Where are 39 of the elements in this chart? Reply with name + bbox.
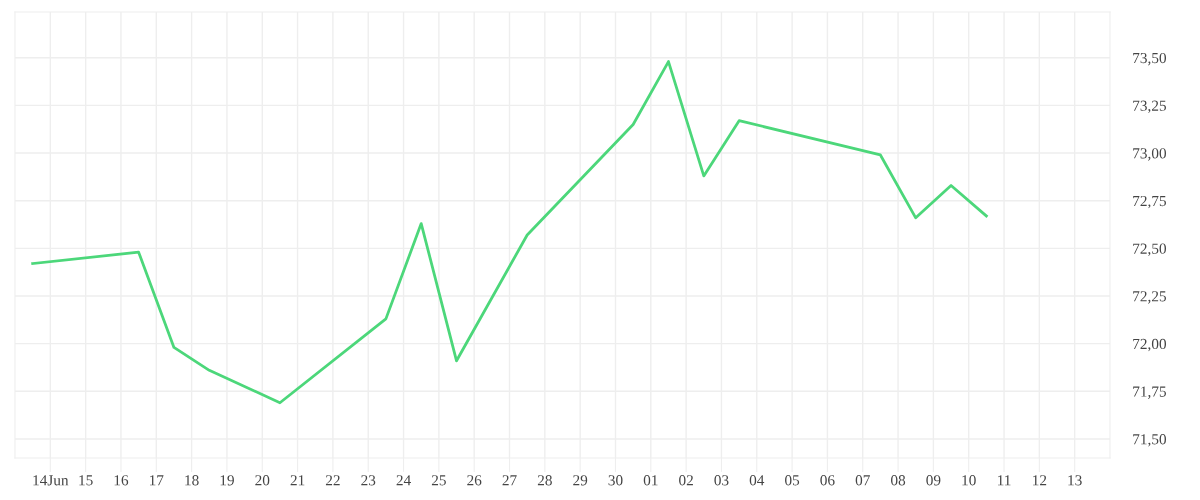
x-tick-label: 18 [185, 475, 199, 486]
x-tick-label: 08 [891, 475, 906, 486]
x-tick-label: 13 [1068, 475, 1082, 486]
x-tick-label: 29 [573, 475, 588, 486]
x-tick-label: 12 [1033, 475, 1047, 486]
x-tick-label: 03 [714, 475, 729, 486]
x-tick-label: 27 [502, 475, 517, 486]
y-tick-label: 72,25 [1133, 291, 1166, 304]
y-tick-label: 73,00 [1133, 148, 1167, 161]
y-tick-label: 71,75 [1133, 386, 1166, 399]
x-tick-label: 19 [220, 475, 234, 486]
y-tick-label: 73,50 [1133, 52, 1167, 66]
x-tick-label: 02 [679, 475, 693, 486]
x-tick-label: 28 [537, 475, 552, 486]
x-tick-label: 30 [608, 475, 623, 486]
x-tick-label: 09 [926, 475, 941, 486]
y-tick-label: 73,25 [1133, 100, 1166, 114]
x-tick-label: 25 [431, 475, 446, 486]
x-tick-label: 17 [150, 475, 164, 486]
y-tick-label: 72,50 [1133, 243, 1167, 256]
x-tick-label: 22 [325, 475, 340, 486]
x-tick-label: 26 [467, 475, 482, 486]
y-tick-label: 72,00 [1133, 338, 1167, 352]
x-tick-label: 01 [643, 475, 658, 486]
y-tick-label: 72,75 [1133, 195, 1166, 209]
x-tick-label: 24 [396, 475, 411, 486]
y-tick-label: 71,50 [1133, 434, 1167, 447]
x-tick-label: 11 [998, 475, 1011, 486]
x-tick-label: 04 [749, 475, 765, 486]
x-tick-label: 23 [361, 475, 376, 486]
x-tick-label: 06 [820, 475, 835, 486]
x-tick-label: 05 [785, 475, 800, 486]
x-tick-label: 20 [255, 475, 270, 486]
x-tick-label: 07 [855, 475, 870, 486]
x-tick-label: 10 [962, 475, 976, 486]
x-tick-label: 15 [79, 475, 93, 486]
x-tick-label: 16 [114, 475, 129, 486]
x-tick-label: 21 [290, 475, 305, 486]
x-tick-label: 14Jun [33, 475, 69, 486]
